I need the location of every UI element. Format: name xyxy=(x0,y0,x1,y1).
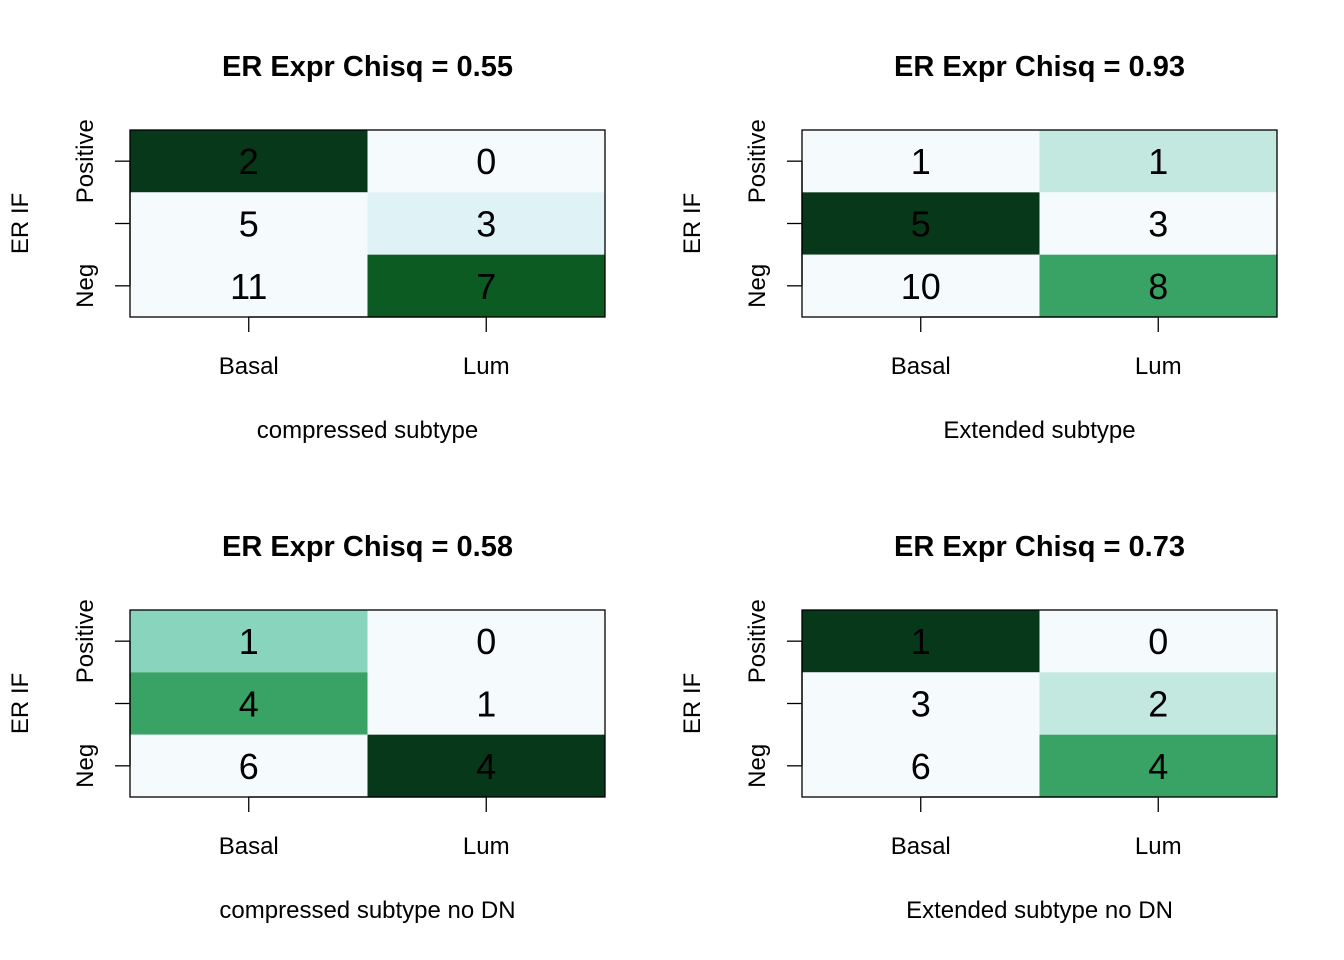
y-tick-label: Positive xyxy=(744,599,771,683)
cell-value-label: 3 xyxy=(911,684,931,725)
cell-value-label: 5 xyxy=(911,204,931,245)
x-tick-label: Basal xyxy=(219,353,279,380)
x-tick-label: Lum xyxy=(463,833,510,860)
heatmap-cell xyxy=(802,130,1040,193)
y-tick-label: Neg xyxy=(744,264,771,308)
y-axis-title: ER IF xyxy=(679,193,706,254)
heatmap-cell xyxy=(367,734,605,797)
cell-value-label: 4 xyxy=(239,684,259,725)
cell-value-label: 2 xyxy=(1148,684,1168,725)
x-axis-title: Extended subtype no DN xyxy=(906,897,1173,924)
panel-title: ER Expr Chisq = 0.73 xyxy=(894,531,1185,563)
cell-value-label: 10 xyxy=(901,266,941,307)
y-axis-title: ER IF xyxy=(679,673,706,734)
heatmap-panel-4: ER Expr Chisq = 0.73 1 0 3 2 6 4 Basal Lum Extend… xyxy=(679,531,1278,924)
x-axis-title: compressed subtype xyxy=(257,417,478,444)
heatmap-cell xyxy=(367,192,605,255)
cell-value-label: 11 xyxy=(230,266,267,307)
cell-value-label: 6 xyxy=(239,746,259,787)
y-tick-label: Positive xyxy=(72,599,99,683)
cell-value-label: 1 xyxy=(1148,141,1168,182)
cell-value-label: 1 xyxy=(911,621,931,662)
cell-value-label: 0 xyxy=(476,621,496,662)
x-tick-label: Lum xyxy=(1135,833,1182,860)
y-tick-label: Neg xyxy=(744,744,771,788)
x-tick-label: Lum xyxy=(1135,353,1182,380)
x-axis-title: compressed subtype no DN xyxy=(219,897,515,924)
cell-value-label: 1 xyxy=(476,684,496,725)
x-tick-label: Lum xyxy=(463,353,510,380)
heatmap-cell xyxy=(1039,672,1277,735)
cell-value-label: 3 xyxy=(476,204,496,245)
heatmap-cell xyxy=(1039,254,1277,317)
cell-value-label: 4 xyxy=(1148,746,1168,787)
x-tick-label: Basal xyxy=(219,833,279,860)
heatmap-cell xyxy=(802,254,1040,317)
cell-value-label: 6 xyxy=(911,746,931,787)
y-tick-label: Neg xyxy=(72,744,99,788)
heatmap-panel-2: ER Expr Chisq = 0.93 1 1 5 3 10 8 Basal Lum Exten… xyxy=(679,51,1278,444)
heatmap-cell xyxy=(367,254,605,317)
y-axis-title: ER IF xyxy=(7,673,34,734)
cell-value-label: 7 xyxy=(476,266,496,307)
cell-value-label: 5 xyxy=(239,204,259,245)
heatmap-cell xyxy=(130,192,368,255)
heatmap-cell xyxy=(130,672,368,735)
heatmap-cell xyxy=(802,672,1040,735)
heatmap-cell xyxy=(1039,130,1277,193)
x-tick-label: Basal xyxy=(891,833,951,860)
heatmap-cell xyxy=(802,610,1040,673)
cell-value-label: 0 xyxy=(1148,621,1168,662)
heatmap-cell xyxy=(130,254,368,317)
heatmap-cell xyxy=(1039,610,1277,673)
y-tick-label: Neg xyxy=(72,264,99,308)
y-axis-title: ER IF xyxy=(7,193,34,254)
heatmap-cell xyxy=(367,130,605,193)
cell-value-label: 8 xyxy=(1148,266,1168,307)
y-tick-label: Positive xyxy=(72,119,99,203)
heatmap-panel-1: ER Expr Chisq = 0.55 2 0 5 3 11 7 Basal Lum compr… xyxy=(7,51,606,444)
heatmap-cell xyxy=(367,672,605,735)
cell-value-label: 0 xyxy=(476,141,496,182)
cell-value-label: 1 xyxy=(911,141,931,182)
x-tick-label: Basal xyxy=(891,353,951,380)
cell-value-label: 4 xyxy=(476,746,496,787)
cell-value-label: 2 xyxy=(239,141,259,182)
heatmap-panel-3: ER Expr Chisq = 0.58 1 0 4 1 6 4 Basal Lum compre… xyxy=(7,531,606,924)
heatmap-cell xyxy=(130,734,368,797)
cell-value-label: 1 xyxy=(239,621,259,662)
heatmap-cell xyxy=(802,192,1040,255)
panel-title: ER Expr Chisq = 0.58 xyxy=(222,531,513,563)
heatmap-cell xyxy=(367,610,605,673)
heatmap-cell xyxy=(1039,734,1277,797)
cell-value-label: 3 xyxy=(1148,204,1168,245)
heatmap-cell xyxy=(1039,192,1277,255)
x-axis-title: Extended subtype xyxy=(943,417,1135,444)
heatmap-cell xyxy=(130,610,368,673)
panel-title: ER Expr Chisq = 0.55 xyxy=(222,51,513,83)
heatmap-cell xyxy=(130,130,368,193)
y-tick-label: Positive xyxy=(744,119,771,203)
heatmap-cell xyxy=(802,734,1040,797)
panel-title: ER Expr Chisq = 0.93 xyxy=(894,51,1185,83)
